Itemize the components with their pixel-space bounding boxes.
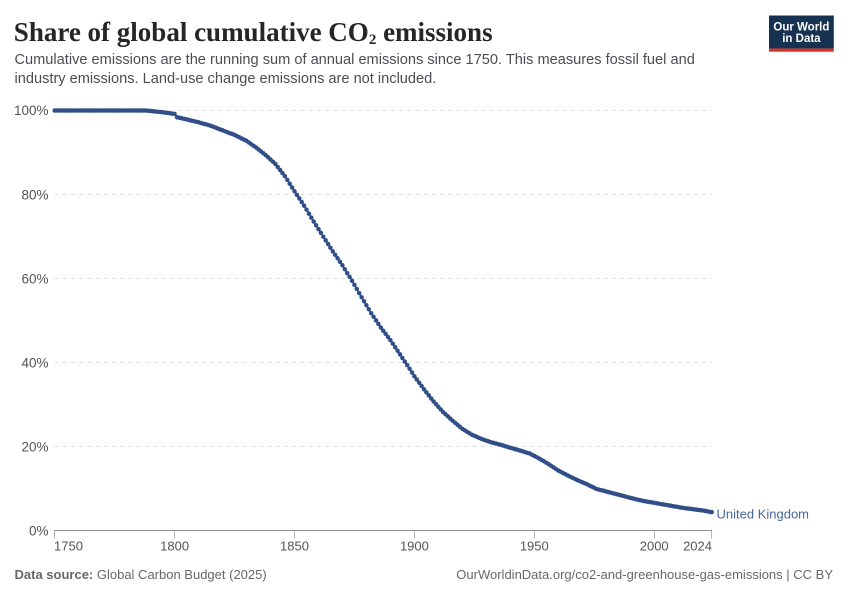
svg-text:1950: 1950 bbox=[520, 538, 549, 553]
svg-text:industry emissions. Land-use c: industry emissions. Land-use change emis… bbox=[15, 71, 437, 87]
svg-text:1750: 1750 bbox=[54, 538, 83, 553]
svg-text:1800: 1800 bbox=[160, 538, 189, 553]
svg-text:40%: 40% bbox=[21, 356, 48, 371]
svg-text:United Kingdom: United Kingdom bbox=[717, 507, 810, 522]
svg-text:60%: 60% bbox=[21, 271, 48, 286]
svg-text:Our World: Our World bbox=[773, 21, 829, 33]
svg-text:2000: 2000 bbox=[640, 538, 669, 553]
svg-text:Data source: Global Carbon Bud: Data source: Global Carbon Budget (2025) bbox=[15, 567, 267, 582]
svg-text:Cumulative emissions are the r: Cumulative emissions are the running sum… bbox=[15, 52, 695, 68]
svg-text:80%: 80% bbox=[21, 187, 48, 202]
svg-text:0%: 0% bbox=[29, 524, 49, 539]
svg-text:1850: 1850 bbox=[280, 538, 309, 553]
svg-text:in Data: in Data bbox=[782, 33, 821, 45]
svg-text:Share of global cumulative CO2: Share of global cumulative CO2 emissions bbox=[14, 17, 493, 48]
svg-text:2024: 2024 bbox=[683, 538, 712, 553]
svg-text:OurWorldinData.org/co2-and-gre: OurWorldinData.org/co2-and-greenhouse-ga… bbox=[456, 567, 833, 582]
svg-text:100%: 100% bbox=[14, 103, 49, 118]
svg-text:1900: 1900 bbox=[400, 538, 429, 553]
svg-text:20%: 20% bbox=[21, 440, 48, 455]
